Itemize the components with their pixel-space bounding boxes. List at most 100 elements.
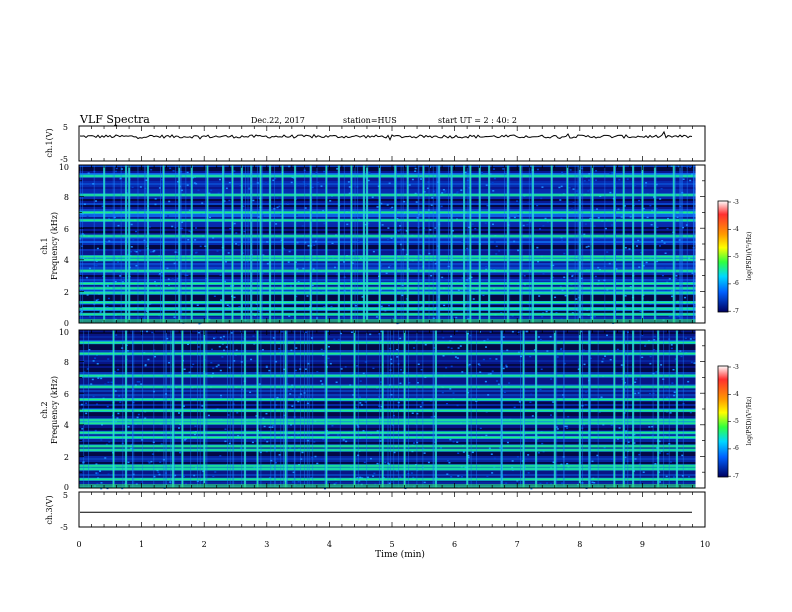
noise-speck [461, 277, 464, 279]
noise-speck [468, 364, 471, 367]
noise-speck [275, 223, 278, 225]
faint-burst-line [387, 330, 389, 488]
noise-speck [456, 192, 459, 194]
noise-speck [185, 340, 188, 342]
faint-burst-line [562, 330, 564, 488]
burst-line-core [623, 330, 625, 488]
noise-speck [597, 237, 600, 240]
noise-speck [451, 229, 454, 232]
frequency-band-core [79, 375, 696, 377]
faint-burst-line [604, 165, 606, 323]
noise-row [79, 372, 696, 374]
noise-speck [217, 364, 220, 366]
noise-speck [304, 368, 307, 370]
noise-speck [292, 177, 295, 179]
noise-speck [502, 336, 505, 338]
noise-speck [448, 461, 451, 464]
noise-speck [249, 391, 252, 394]
noise-speck [108, 217, 111, 220]
noise-speck [531, 415, 534, 417]
noise-speck [148, 462, 151, 464]
burst-line-core [128, 165, 130, 323]
noise-speck [126, 350, 129, 352]
noise-speck [154, 355, 157, 358]
figure-title: VLF Spectra [79, 113, 150, 126]
noise-speck [224, 428, 227, 430]
noise-speck [266, 440, 269, 443]
noise-row [79, 237, 696, 239]
noise-speck [330, 305, 333, 308]
x-tick-label: 0 [76, 540, 81, 549]
noise-speck [618, 178, 621, 181]
noise-speck [587, 190, 590, 192]
noise-speck [81, 428, 84, 430]
burst-line-core [325, 165, 327, 323]
burst-line-core [181, 330, 183, 488]
noise-speck [188, 209, 191, 212]
noise-speck [396, 349, 399, 351]
noise-speck [491, 472, 494, 474]
noise-speck [486, 204, 489, 207]
noise-speck [692, 337, 695, 339]
noise-speck [297, 280, 300, 283]
noise-speck [380, 417, 383, 419]
ch2-colorbar-ticks [728, 366, 731, 477]
noise-speck [342, 316, 345, 318]
ch1-waveform-panel: 5 -5 ch.1(V) [45, 123, 706, 164]
noise-speck [485, 184, 488, 186]
noise-speck [212, 475, 215, 478]
noise-speck [262, 417, 265, 420]
noise-speck [329, 362, 332, 365]
noise-speck [224, 280, 227, 283]
faint-burst-line [163, 330, 165, 488]
noise-speck [275, 404, 278, 406]
noise-speck [107, 381, 110, 384]
burst-line-core [338, 165, 340, 323]
noise-speck [454, 356, 457, 358]
noise-speck [545, 482, 548, 484]
noise-speck [449, 388, 452, 390]
noise-speck [517, 249, 520, 252]
noise-speck [192, 176, 195, 179]
noise-row [79, 438, 696, 440]
burst-line-core [125, 165, 127, 323]
noise-speck [239, 184, 242, 187]
noise-speck [381, 224, 384, 226]
frequency-band-core [79, 301, 696, 303]
noise-speck [634, 458, 637, 460]
noise-row [79, 458, 696, 460]
noise-speck [523, 275, 526, 277]
noise-speck [413, 347, 416, 349]
frequency-band-core [79, 468, 696, 470]
noise-speck [240, 447, 243, 450]
ch2-colorbar-tick-m3: -3 [733, 364, 739, 371]
noise-speck [384, 309, 387, 312]
noise-speck [689, 166, 692, 168]
burst-line-core [294, 165, 296, 323]
burst-line-core [523, 330, 524, 488]
noise-speck [108, 441, 111, 443]
noise-row [79, 217, 696, 219]
noise-speck [194, 425, 197, 427]
noise-row [79, 201, 696, 203]
ch2-ytick-4: 4 [64, 421, 69, 430]
noise-speck [595, 179, 598, 182]
noise-speck [186, 343, 189, 346]
noise-row [79, 388, 696, 390]
faint-burst-line [153, 330, 155, 488]
burst-line-core [566, 165, 568, 323]
noise-speck [488, 447, 491, 450]
noise-speck [467, 454, 470, 457]
noise-speck [357, 217, 360, 220]
noise-speck [673, 394, 676, 397]
ch1-colorbar-tick-m5: -5 [733, 253, 739, 260]
noise-row [79, 167, 696, 169]
x-tick-label: 2 [202, 540, 207, 549]
faint-burst-line [624, 330, 626, 488]
ch1-colorbar-tick-m3: -3 [733, 199, 739, 206]
noise-speck [591, 481, 594, 484]
noise-speck [275, 462, 278, 464]
noise-speck [96, 403, 99, 406]
faint-burst-line [436, 165, 437, 323]
faint-burst-line [144, 165, 146, 323]
